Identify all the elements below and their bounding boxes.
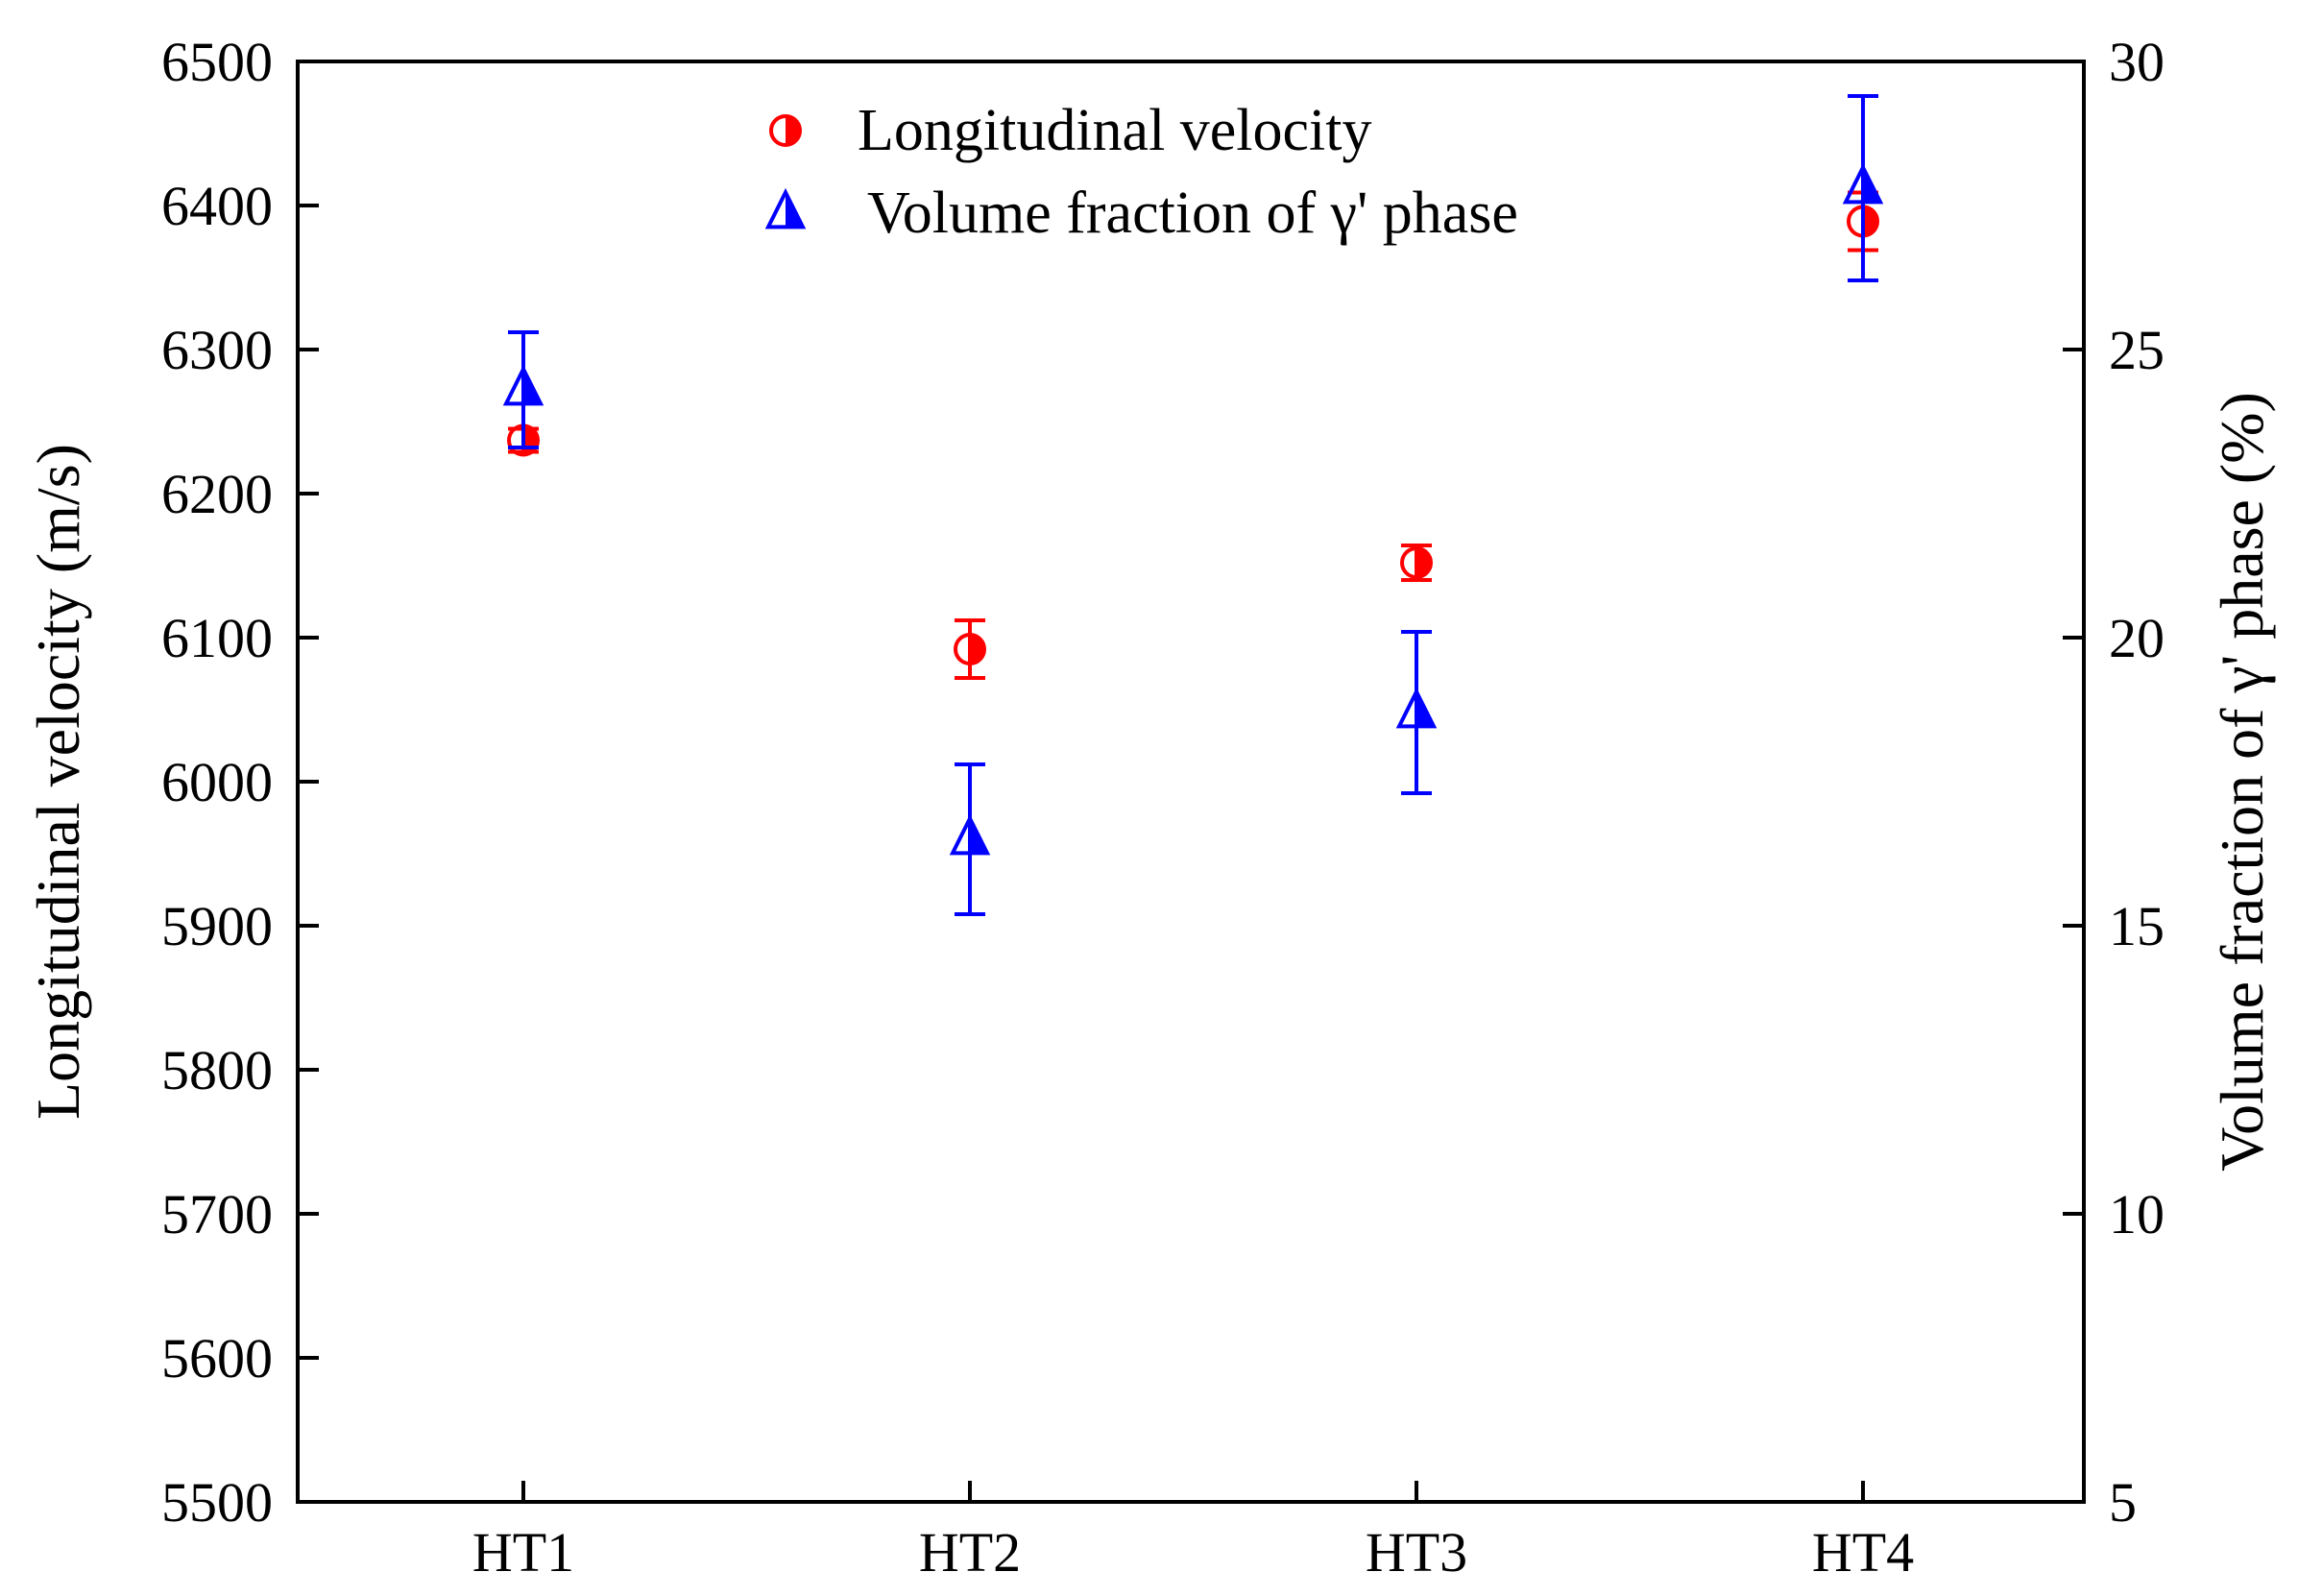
right-tick-label: 15	[2109, 895, 2165, 957]
left-tick-label: 6400	[161, 175, 273, 237]
legend-marker-longitudinal-velocity	[769, 114, 802, 147]
x-tick-label: HT2	[919, 1521, 1021, 1584]
legend-label-longitudinal-velocity: Longitudinal velocity	[858, 98, 1372, 163]
right-tick-label: 20	[2109, 607, 2165, 669]
right-tick-label: 10	[2109, 1183, 2165, 1245]
data-series	[502, 94, 1884, 916]
left-tick-label: 6100	[161, 607, 273, 669]
left-tick-label: 6200	[161, 463, 273, 525]
left-tick-label: 5900	[161, 895, 273, 957]
x-axis: HT1 HT2 HT3 HT4	[472, 1481, 1914, 1584]
legend-symbol	[764, 187, 807, 230]
left-tick-label: 6500	[161, 31, 273, 93]
series-longitudinal-velocity	[507, 190, 1879, 680]
legend-symbol	[769, 114, 802, 147]
right-axis: 5 10 15 20 25 30	[2063, 31, 2165, 1534]
right-axis-title: Volume fraction of γ' phase (%)	[2208, 392, 2276, 1172]
x-tick-label: HT1	[472, 1521, 574, 1584]
data-point	[954, 633, 986, 665]
x-tick-label: HT3	[1366, 1521, 1467, 1584]
right-tick-label: 30	[2109, 31, 2165, 93]
left-tick-label: 5800	[161, 1039, 273, 1101]
data-point	[1400, 546, 1433, 579]
plot-frame	[296, 60, 2086, 1504]
legend: Longitudinal velocity Volume fraction of…	[764, 98, 1518, 246]
left-tick-label: 5700	[161, 1183, 273, 1245]
right-tick-label: 5	[2109, 1471, 2137, 1534]
left-axis: 5500 5600 5700 5800 5900 6000 6100 6200 6300 6400…	[161, 31, 319, 1534]
left-tick-label: 6300	[161, 319, 273, 381]
data-point	[1842, 162, 1884, 205]
x-tick-label: HT4	[1812, 1521, 1914, 1584]
data-point	[949, 813, 991, 856]
data-point	[502, 364, 544, 406]
left-tick-label: 5600	[161, 1327, 273, 1390]
series-volume-fraction	[502, 94, 1884, 916]
right-tick-label: 25	[2109, 319, 2165, 381]
legend-label-volume-fraction: Volume fraction of γ' phase	[867, 181, 1518, 246]
left-tick-label: 6000	[161, 751, 273, 813]
left-axis-title: Longitudinal velocity (m/s)	[24, 444, 92, 1120]
data-point	[1395, 687, 1438, 729]
left-tick-label: 5500	[161, 1471, 273, 1534]
legend-marker-volume-fraction	[764, 187, 807, 230]
